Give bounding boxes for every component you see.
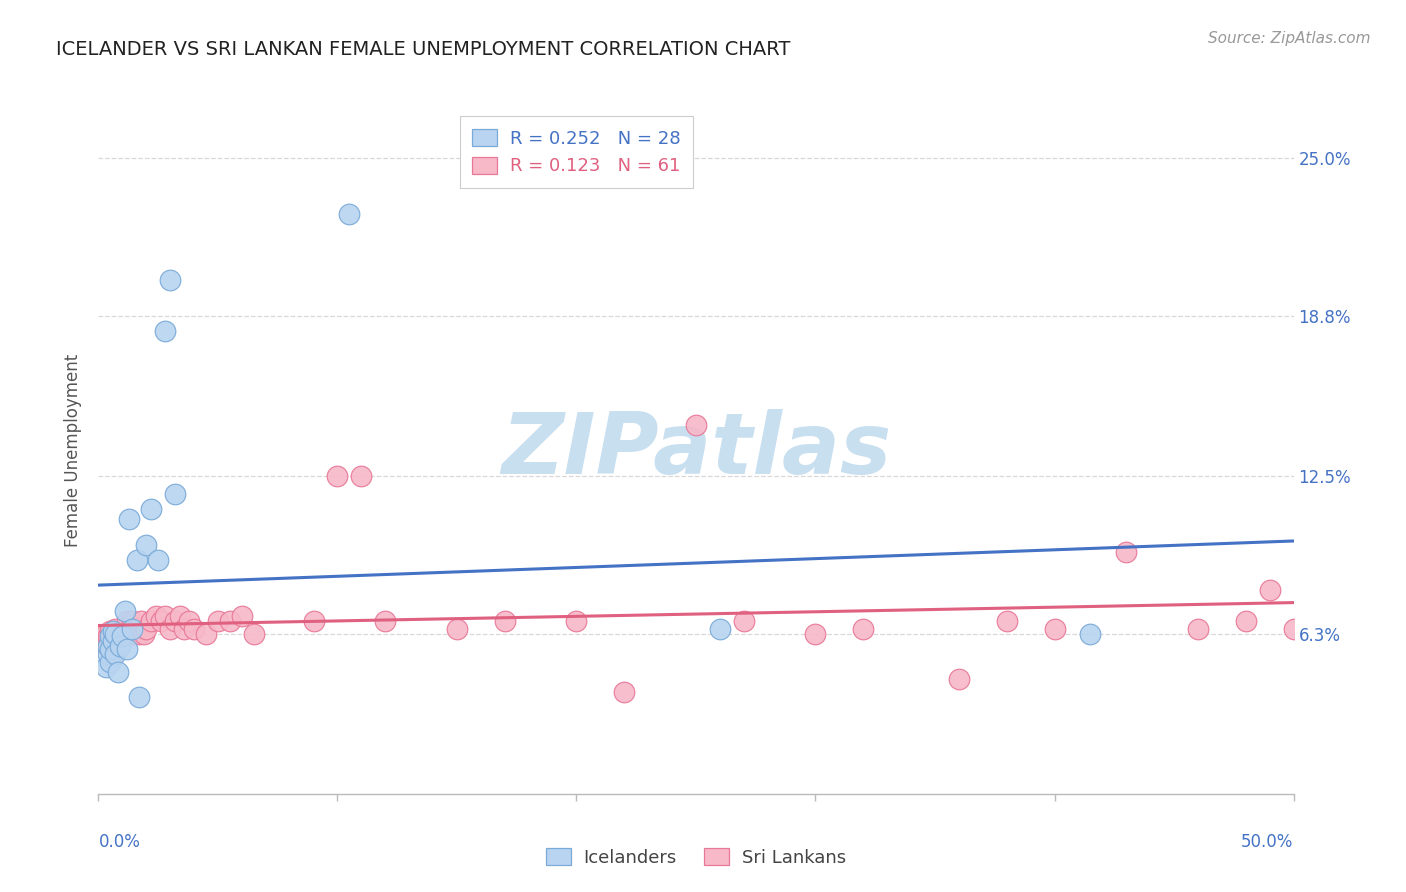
Point bbox=[685, 417, 707, 432]
Point bbox=[326, 469, 349, 483]
Point bbox=[98, 641, 122, 656]
Point bbox=[97, 647, 120, 661]
Point bbox=[104, 634, 127, 648]
Point bbox=[183, 622, 205, 636]
Point bbox=[1187, 622, 1209, 636]
Point bbox=[149, 614, 172, 628]
Point bbox=[125, 622, 148, 636]
Point bbox=[121, 614, 143, 628]
Point bbox=[121, 622, 143, 636]
Point bbox=[1080, 626, 1102, 640]
Point bbox=[111, 629, 134, 643]
Point bbox=[139, 614, 162, 628]
Point bbox=[111, 626, 134, 640]
Point bbox=[1043, 622, 1066, 636]
Point bbox=[128, 690, 150, 705]
Point bbox=[219, 614, 242, 628]
Legend: Icelanders, Sri Lankans: Icelanders, Sri Lankans bbox=[538, 841, 853, 874]
Point bbox=[1234, 614, 1257, 628]
Point bbox=[613, 685, 636, 699]
Point bbox=[159, 622, 181, 636]
Point bbox=[118, 626, 141, 640]
Point bbox=[98, 629, 122, 643]
Point bbox=[94, 659, 117, 673]
Point bbox=[132, 626, 155, 640]
Point bbox=[107, 629, 129, 643]
Point bbox=[804, 626, 827, 640]
Point bbox=[195, 626, 218, 640]
Text: 50.0%: 50.0% bbox=[1241, 833, 1294, 851]
Point bbox=[145, 608, 167, 623]
Point bbox=[852, 622, 875, 636]
Point bbox=[135, 538, 157, 552]
Point bbox=[115, 641, 138, 656]
Point bbox=[374, 614, 396, 628]
Point bbox=[131, 614, 153, 628]
Point bbox=[169, 608, 191, 623]
Point bbox=[97, 629, 120, 643]
Point bbox=[231, 608, 253, 623]
Point bbox=[302, 614, 325, 628]
Point bbox=[104, 622, 127, 636]
Point bbox=[91, 634, 114, 648]
Point bbox=[114, 604, 136, 618]
Point bbox=[155, 324, 177, 338]
Point bbox=[139, 502, 162, 516]
Text: Source: ZipAtlas.com: Source: ZipAtlas.com bbox=[1208, 31, 1371, 46]
Point bbox=[98, 640, 122, 654]
Point bbox=[125, 553, 148, 567]
Point bbox=[98, 655, 122, 669]
Point bbox=[173, 622, 195, 636]
Point bbox=[155, 608, 177, 623]
Point bbox=[101, 624, 124, 638]
Point bbox=[101, 634, 124, 648]
Point bbox=[114, 622, 136, 636]
Point bbox=[350, 469, 373, 483]
Point bbox=[94, 640, 117, 654]
Point bbox=[1258, 583, 1281, 598]
Point bbox=[124, 626, 146, 640]
Point bbox=[948, 673, 970, 687]
Point bbox=[104, 647, 127, 661]
Point bbox=[243, 626, 266, 640]
Point bbox=[97, 634, 120, 648]
Text: 0.0%: 0.0% bbox=[98, 833, 141, 851]
Point bbox=[118, 512, 141, 526]
Text: ZIPatlas: ZIPatlas bbox=[501, 409, 891, 492]
Point bbox=[207, 614, 229, 628]
Point bbox=[163, 486, 186, 500]
Text: ICELANDER VS SRI LANKAN FEMALE UNEMPLOYMENT CORRELATION CHART: ICELANDER VS SRI LANKAN FEMALE UNEMPLOYM… bbox=[56, 40, 790, 59]
Point bbox=[179, 614, 201, 628]
Y-axis label: Female Unemployment: Female Unemployment bbox=[65, 354, 83, 547]
Point bbox=[98, 624, 122, 638]
Point bbox=[159, 273, 181, 287]
Point bbox=[101, 647, 124, 661]
Point bbox=[94, 626, 117, 640]
Point bbox=[107, 665, 129, 679]
Point bbox=[995, 614, 1018, 628]
Point bbox=[104, 626, 127, 640]
Point bbox=[446, 622, 468, 636]
Point bbox=[1282, 622, 1305, 636]
Point bbox=[98, 629, 122, 643]
Point bbox=[108, 626, 131, 640]
Point bbox=[494, 614, 516, 628]
Point bbox=[565, 614, 588, 628]
Point bbox=[98, 634, 122, 648]
Point bbox=[148, 553, 170, 567]
Point bbox=[163, 614, 186, 628]
Point bbox=[733, 614, 755, 628]
Point bbox=[339, 207, 361, 221]
Point bbox=[709, 622, 731, 636]
Point bbox=[128, 626, 150, 640]
Point bbox=[97, 640, 120, 654]
Point bbox=[101, 626, 124, 640]
Point bbox=[1115, 545, 1137, 559]
Point bbox=[108, 640, 131, 654]
Point bbox=[135, 622, 157, 636]
Point bbox=[115, 614, 138, 628]
